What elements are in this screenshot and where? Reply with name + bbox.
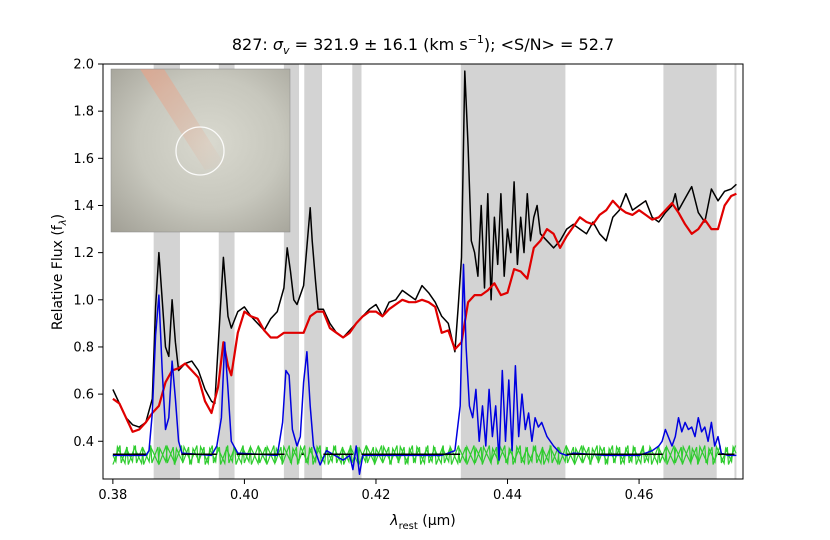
x-tick-label: 0.44	[493, 488, 522, 503]
y-tick-label: 0.6	[73, 388, 94, 403]
masked-region-7	[734, 64, 737, 479]
x-tick-label: 0.46	[625, 488, 654, 503]
aperture-circle	[175, 126, 225, 176]
x-tick-label: 0.40	[230, 488, 259, 503]
y-tick-label: 1.2	[73, 246, 94, 261]
noise-trace-2	[112, 444, 737, 466]
chart-title: 827: σv = 321.9 ± 16.1 (km s−1); <S/N> =…	[232, 33, 614, 57]
y-tick-label: 0.8	[73, 340, 94, 355]
y-tick-label: 2.0	[73, 58, 94, 73]
x-axis-label: λrest (μm)	[389, 513, 455, 532]
masked-region-6	[663, 64, 717, 479]
masked-region-3	[304, 64, 323, 479]
inset-border	[110, 68, 291, 233]
inset-streak	[140, 69, 225, 170]
y-tick-label: 1.4	[73, 199, 94, 214]
y-tick-label: 0.4	[73, 435, 94, 450]
y-axis-label: Relative Flux (fλ)	[50, 214, 69, 330]
masked-region-4	[352, 64, 362, 479]
residual-line	[112, 263, 737, 476]
y-tick-label: 1.6	[73, 152, 94, 167]
x-tick-label: 0.42	[361, 488, 390, 503]
y-tick-label: 1.0	[73, 293, 94, 308]
x-axis-ticks: 0.38 0.40 0.42 0.44 0.46	[98, 479, 654, 503]
galaxy-inset	[110, 68, 291, 233]
y-tick-label: 1.8	[73, 105, 94, 120]
spectrum-lines	[112, 70, 737, 476]
model-fit-line	[112, 192, 737, 433]
plot-frame	[102, 63, 744, 480]
y-axis-ticks: 0.4 0.6 0.8 1.0 1.2 1.4 1.6 1.8 2.0	[73, 58, 103, 450]
x-tick-label: 0.38	[98, 488, 127, 503]
